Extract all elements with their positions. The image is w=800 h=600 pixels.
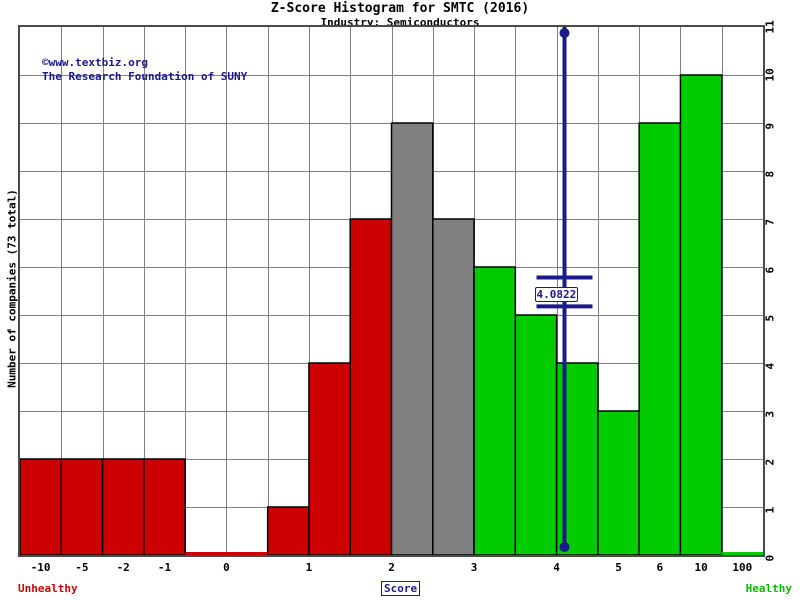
y-tick-11: 11 — [763, 20, 777, 34]
score-marker — [536, 27, 593, 552]
x-tick-10: 10 — [694, 561, 708, 574]
y-tick-5: 5 — [763, 314, 777, 322]
unhealthy-label: Unhealthy — [18, 582, 78, 595]
watermark: ©www.textbiz.org The Research Foundation… — [42, 56, 247, 84]
y-tick-2: 2 — [763, 458, 777, 466]
healthy-label: Healthy — [745, 582, 792, 595]
y-tick-7: 7 — [763, 218, 777, 226]
x-tick-3: 3 — [470, 561, 478, 574]
y-tick-9: 9 — [763, 122, 777, 130]
y-tick-8: 8 — [763, 170, 777, 178]
plot-area: ©www.textbiz.org The Research Foundation… — [18, 25, 765, 557]
watermark-line-1: ©www.textbiz.org — [42, 56, 148, 69]
marker-value-label: 4.0822 — [534, 287, 579, 303]
x-tick--5: -5 — [75, 561, 89, 574]
x-tick--10: -10 — [30, 561, 51, 574]
x-tick-0: 0 — [223, 561, 230, 574]
x-tick-6: 6 — [656, 561, 664, 574]
x-tick-5: 5 — [615, 561, 622, 574]
y-tick-10: 10 — [763, 68, 777, 82]
y-tick-6: 6 — [763, 266, 777, 274]
y-axis-label: Number of companies (73 total) — [5, 189, 19, 388]
page-title: Z-Score Histogram for SMTC (2016) — [270, 1, 530, 16]
x-tick--2: -2 — [116, 561, 130, 574]
x-tick-1: 1 — [305, 561, 313, 574]
y-tick-3: 3 — [763, 410, 777, 418]
x-tick--1: -1 — [157, 561, 172, 574]
y-tick-1: 1 — [763, 506, 777, 514]
x-tick-2: 2 — [388, 561, 395, 574]
y-tick-4: 4 — [763, 362, 777, 370]
x-axis-label: Score — [381, 581, 421, 596]
x-tick-4: 4 — [553, 561, 560, 574]
x-tick-100: 100 — [732, 561, 753, 574]
watermark-line-2: The Research Foundation of SUNY — [42, 70, 248, 83]
